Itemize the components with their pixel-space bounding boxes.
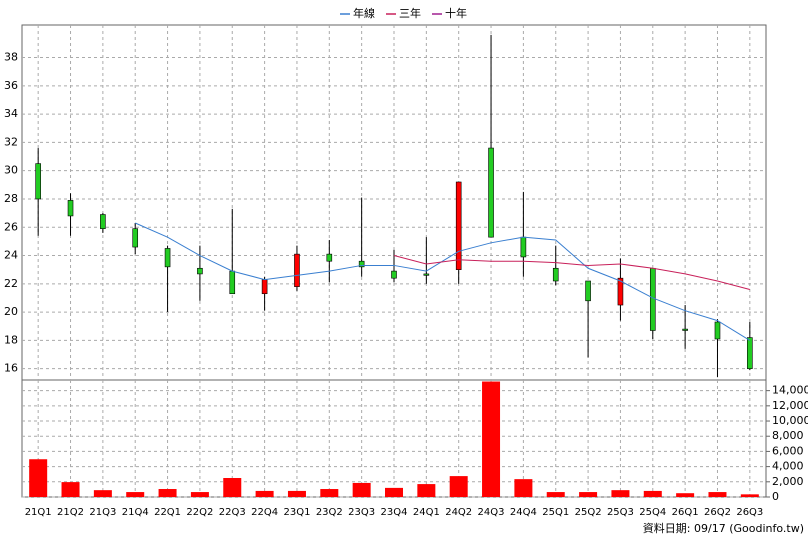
y-tick-label: 26	[4, 220, 18, 233]
volume-bar	[708, 492, 727, 497]
y2-tick-label: 8,000	[772, 429, 804, 442]
candle-body	[747, 337, 753, 369]
x-tick-label: 22Q4	[251, 507, 278, 518]
y2-tick-label: 6,000	[772, 444, 804, 457]
volume-bar	[514, 479, 533, 497]
volume-bar	[190, 492, 209, 497]
volume-bar	[449, 476, 468, 497]
y-tick-label: 20	[4, 305, 18, 318]
x-tick-label: 21Q1	[25, 507, 52, 518]
y-tick-label: 34	[4, 107, 18, 120]
y-tick-label: 28	[4, 192, 18, 205]
y2-tick-label: 10,000	[772, 414, 808, 427]
candle-body	[649, 267, 656, 331]
volume-bar	[740, 494, 759, 497]
candle-body	[132, 228, 139, 248]
volume-bar	[223, 478, 242, 497]
volume-bar	[158, 489, 177, 497]
candle-body	[229, 270, 236, 295]
candle-body	[358, 260, 365, 268]
y2-tick-label: 0	[772, 490, 779, 503]
x-tick-label: 25Q1	[542, 507, 569, 518]
x-tick-label: 24Q1	[413, 507, 440, 518]
x-tick-label: 25Q2	[575, 507, 602, 518]
ma-line	[393, 255, 750, 290]
candle-body	[423, 273, 430, 276]
y-tick-label: 24	[4, 249, 18, 262]
volume-bar	[93, 490, 112, 497]
y-tick-label: 22	[4, 277, 18, 290]
y2-tick-label: 2,000	[772, 475, 804, 488]
x-tick-label: 22Q2	[186, 507, 213, 518]
volume-bar	[287, 490, 306, 497]
legend-label: 十年	[445, 6, 467, 20]
y2-tick-label: 14,000	[772, 384, 808, 397]
x-tick-label: 23Q3	[348, 507, 375, 518]
volume-bar	[643, 490, 662, 497]
candle-body	[261, 279, 268, 295]
y-tick-label: 16	[4, 362, 18, 375]
legend-label: 三年	[399, 6, 421, 20]
y-tick-label: 32	[4, 135, 18, 148]
footer: 資料日期: 09/17 (Goodinfo.tw)	[643, 521, 804, 535]
volume-bar	[417, 484, 436, 497]
x-tick-label: 23Q4	[381, 507, 408, 518]
candle-body	[35, 163, 41, 200]
volume-bar	[546, 492, 565, 497]
volume-bar	[320, 489, 339, 497]
candle-body	[455, 181, 462, 270]
x-tick-label: 26Q1	[672, 507, 699, 518]
x-tick-label: 21Q4	[122, 507, 149, 518]
y-tick-label: 38	[4, 51, 18, 64]
x-tick-label: 24Q2	[445, 507, 472, 518]
volume-frame	[21, 379, 767, 498]
candle-body	[682, 328, 688, 331]
x-tick-label: 21Q2	[57, 507, 84, 518]
volume-bar	[579, 492, 598, 497]
x-tick-label: 22Q1	[154, 507, 181, 518]
volume-bar	[676, 493, 695, 497]
candle-body	[552, 267, 559, 282]
candle-body	[294, 253, 300, 287]
legend-label: 年線	[353, 6, 375, 20]
x-tick-label: 21Q3	[89, 507, 116, 518]
x-tick-label: 23Q2	[316, 507, 343, 518]
volume-bar	[482, 381, 501, 497]
volume-bar	[29, 459, 48, 497]
volume-bar	[61, 482, 80, 497]
x-tick-label: 25Q4	[639, 507, 666, 518]
x-tick-label: 25Q3	[607, 507, 634, 518]
y-tick-label: 30	[4, 164, 18, 177]
candle-body	[326, 253, 333, 262]
y-tick-label: 18	[4, 333, 18, 346]
x-tick-label: 22Q3	[219, 507, 246, 518]
y2-tick-label: 12,000	[772, 399, 808, 412]
candle-body	[520, 236, 527, 258]
y2-tick-label: 4,000	[772, 460, 804, 473]
y-tick-label: 36	[4, 79, 18, 92]
candle-body	[585, 280, 591, 302]
volume-bar	[385, 487, 403, 497]
volume-bar	[611, 490, 630, 497]
volume-bar	[126, 492, 145, 497]
ma-line	[135, 222, 751, 341]
candle-body	[617, 277, 624, 306]
candle-body	[488, 147, 494, 238]
candle-body	[391, 270, 397, 279]
x-tick-label: 24Q4	[510, 507, 537, 518]
candle-body	[164, 248, 171, 268]
candle-body	[197, 267, 203, 275]
candle-body	[100, 214, 106, 229]
x-tick-label: 24Q3	[478, 507, 505, 518]
x-tick-label: 23Q1	[283, 507, 310, 518]
x-tick-label: 26Q2	[704, 507, 731, 518]
candle-body	[714, 321, 721, 340]
volume-bar	[255, 490, 274, 497]
x-tick-label: 26Q3	[736, 507, 763, 518]
candle-body	[67, 200, 74, 217]
volume-bar	[352, 482, 371, 497]
